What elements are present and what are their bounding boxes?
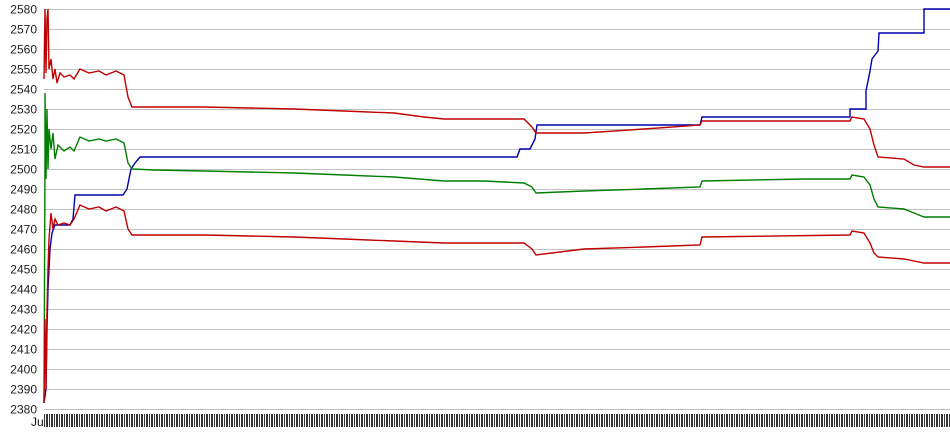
y-tick-label: 2430: [10, 303, 37, 317]
series-line-3: [43, 204, 950, 404]
gridlines: [44, 9, 950, 410]
y-tick-label: 2540: [10, 83, 37, 97]
y-tick-label: 2470: [10, 223, 37, 237]
x-axis-tick-labels-overlapping: [44, 414, 950, 427]
y-tick-label: 2490: [10, 183, 37, 197]
y-tick-label: 2380: [10, 403, 37, 417]
y-tick-label: 2480: [10, 203, 37, 217]
y-tick-label: 2530: [10, 103, 37, 117]
y-tick-label: 2580: [10, 3, 37, 17]
series-line-2: [43, 8, 950, 168]
y-tick-label: 2460: [10, 243, 37, 257]
y-tick-label: 2440: [10, 283, 37, 297]
y-tick-label: 2520: [10, 123, 37, 137]
y-tick-label: 2400: [10, 363, 37, 377]
series-line-1: [43, 92, 950, 404]
y-tick-label: 2410: [10, 343, 37, 357]
series-lines: [43, 8, 950, 404]
series-line-0: [43, 8, 950, 404]
y-tick-label: 2390: [10, 383, 37, 397]
y-tick-label: 2510: [10, 143, 37, 157]
y-tick-label: 2420: [10, 323, 37, 337]
x-tick-label-first: Ju: [31, 415, 44, 429]
y-tick-label: 2560: [10, 43, 37, 57]
y-axis-tick-labels: 2380 2390 2400 2410 2420 2430 2440 2450 2460 2470…: [10, 3, 37, 417]
y-tick-label: 2550: [10, 63, 37, 77]
y-tick-label: 2450: [10, 263, 37, 277]
y-tick-label: 2500: [10, 163, 37, 177]
y-tick-label: 2570: [10, 23, 37, 37]
